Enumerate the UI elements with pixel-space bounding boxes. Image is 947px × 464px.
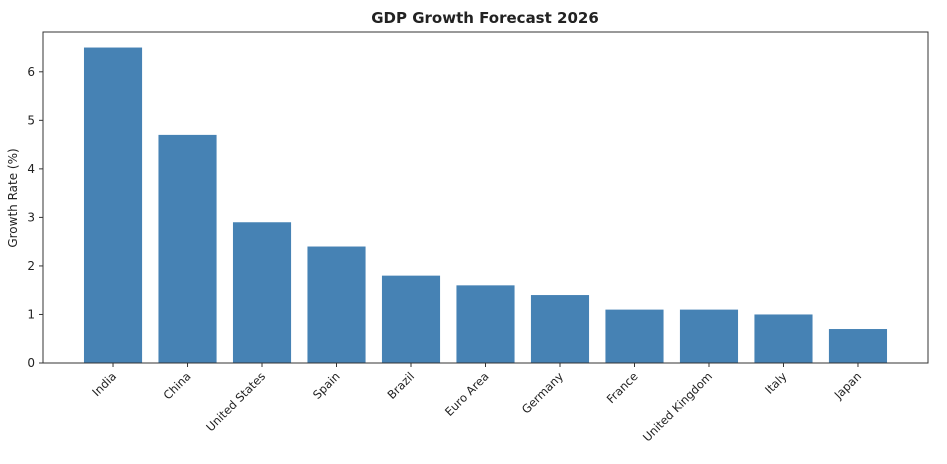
bar-japan [828, 329, 888, 363]
x-tick-label: United Kingdom [640, 369, 715, 444]
x-tick-label: Japan [831, 369, 864, 402]
bar-brazil [381, 275, 441, 363]
y-tick-label: 4 [27, 162, 35, 176]
bar-china [158, 134, 217, 363]
bar-spain [307, 246, 366, 363]
bar-united-kingdom [679, 309, 739, 363]
x-tick-label: France [604, 369, 641, 406]
bar-germany [530, 295, 590, 363]
y-tick-label: 2 [27, 259, 35, 273]
chart-title: GDP Growth Forecast 2026 [371, 9, 599, 27]
bar-united-states [232, 222, 292, 363]
x-tick-label: United States [203, 369, 268, 434]
bar-india [83, 47, 143, 363]
plot-frame [42, 31, 929, 364]
x-tick-label: Spain [310, 369, 343, 402]
x-tick-label: Italy [762, 369, 790, 397]
x-tick-label: India [89, 369, 119, 399]
y-tick-label: 5 [27, 113, 35, 127]
x-tick-label: Germany [519, 369, 566, 416]
y-axis-label: Growth Rate (%) [6, 148, 20, 247]
bar-euro-area [456, 285, 515, 363]
x-tick-label: Brazil [385, 369, 418, 402]
y-tick-label: 3 [27, 210, 35, 224]
x-tick-label: Euro Area [442, 369, 492, 419]
y-tick-label: 1 [27, 307, 35, 321]
bar-france [605, 309, 664, 363]
bar-italy [754, 314, 813, 363]
y-tick-label: 0 [27, 356, 35, 370]
x-tick-label: China [161, 369, 194, 402]
y-tick-label: 6 [27, 65, 35, 79]
